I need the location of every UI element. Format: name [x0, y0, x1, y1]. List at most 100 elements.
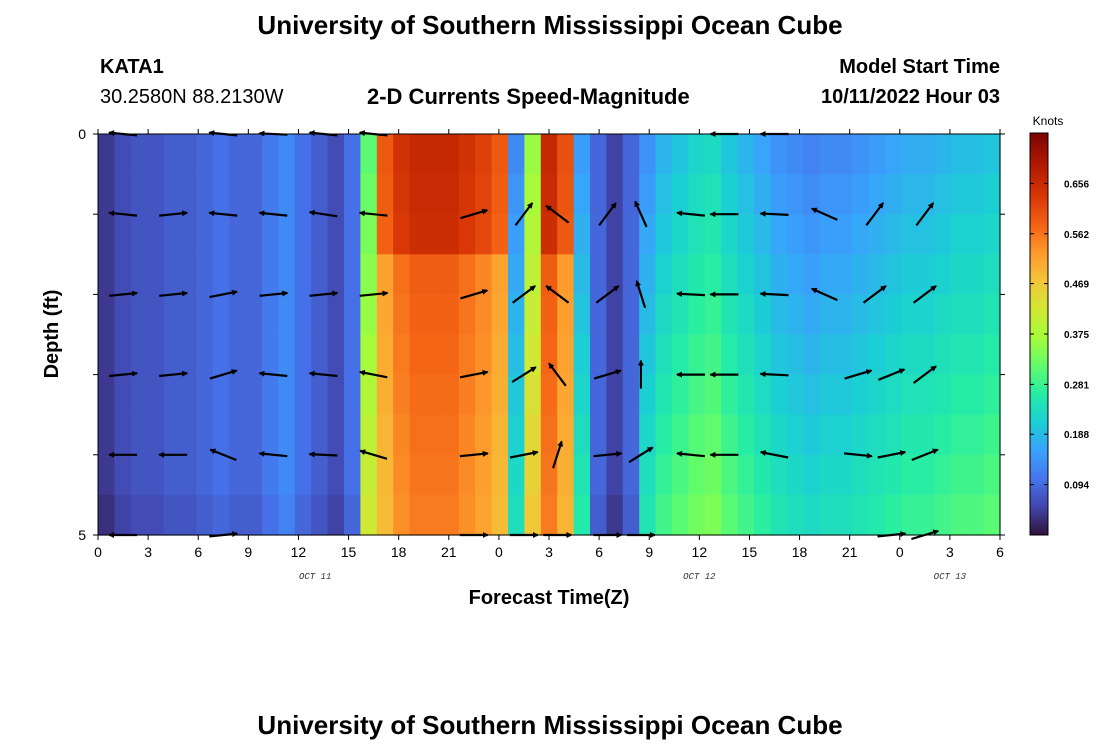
heat-cell — [901, 334, 919, 376]
current-vector — [911, 448, 939, 462]
heat-cell — [229, 454, 247, 496]
colorbar-tick-label: 0.562 — [1064, 230, 1089, 241]
heat-cell — [754, 494, 771, 536]
heat-cell — [147, 294, 165, 336]
current-vector — [912, 365, 937, 384]
current-vector — [514, 202, 534, 227]
heat-cell — [983, 334, 1001, 376]
heat-cell — [770, 254, 788, 295]
current-vector — [912, 285, 937, 304]
heat-cell — [393, 494, 411, 536]
heat-cell — [606, 454, 624, 496]
current-vector — [460, 288, 489, 300]
heat-cell — [557, 494, 575, 536]
heat-cell — [327, 414, 345, 456]
current-vector — [159, 290, 189, 297]
heat-cell — [622, 454, 640, 496]
current-vector — [676, 290, 706, 297]
heat-cell — [311, 134, 329, 175]
heat-cell — [360, 334, 378, 376]
heat-cell — [180, 494, 197, 536]
heat-cell — [475, 334, 493, 376]
x-tick-label: 6 — [996, 544, 1004, 560]
date-label: OCT 13 — [934, 572, 967, 582]
heat-cell — [885, 414, 903, 456]
y-tick-label: 5 — [78, 527, 86, 543]
heat-cell — [114, 294, 132, 336]
heat-cell — [458, 254, 476, 295]
heat-cell — [212, 174, 230, 215]
heat-cell — [442, 334, 460, 376]
x-tick-label: 6 — [595, 544, 603, 560]
heat-cell — [311, 294, 329, 336]
heat-cell — [278, 174, 296, 215]
heat-cell — [721, 294, 739, 336]
heat-cell — [573, 334, 591, 376]
heat-cell — [409, 494, 427, 536]
heat-cell — [901, 134, 919, 175]
heat-cell — [606, 334, 624, 376]
heat-cell — [950, 454, 968, 496]
heat-cell — [590, 134, 607, 175]
heat-cell — [130, 134, 148, 175]
heat-cell — [393, 174, 411, 215]
heat-cell — [852, 334, 870, 376]
y-axis: 05 — [78, 126, 1005, 543]
heat-cell — [540, 134, 558, 175]
heat-cell — [114, 174, 132, 215]
heat-cell — [967, 334, 985, 376]
heat-cell — [360, 454, 378, 496]
heat-cell — [803, 494, 821, 536]
chart-subtitle: 2-D Currents Speed-Magnitude — [367, 84, 690, 109]
heat-cell — [344, 294, 361, 336]
heat-cell — [196, 294, 214, 336]
heat-cell — [688, 254, 706, 295]
heat-cell — [98, 334, 115, 376]
heat-cell — [622, 294, 640, 336]
heat-cell — [294, 374, 312, 416]
x-tick-label: 21 — [441, 544, 457, 560]
heat-cell — [885, 374, 903, 416]
heat-cell — [294, 294, 312, 336]
date-labels: OCT 11 OCT 12 OCT 13 — [299, 572, 967, 582]
heat-cell — [655, 414, 673, 456]
heat-cell — [950, 494, 968, 536]
heat-cell — [278, 454, 296, 496]
heat-cell — [803, 214, 821, 255]
heat-cell — [901, 494, 919, 536]
heat-cell — [409, 334, 427, 376]
heat-cell — [475, 494, 493, 536]
heat-cell — [540, 494, 558, 536]
heat-cell — [491, 494, 509, 536]
heat-cell — [278, 294, 296, 336]
heat-cell — [901, 174, 919, 215]
heat-cell — [508, 214, 525, 255]
heat-cell — [885, 294, 903, 336]
heat-cell — [950, 294, 968, 336]
heat-cell — [442, 374, 460, 416]
heat-cell — [130, 374, 148, 416]
heat-cell — [983, 494, 1001, 536]
heat-cell — [376, 294, 394, 336]
heat-cell — [557, 174, 575, 215]
heat-cell — [376, 174, 394, 215]
heat-cell — [672, 414, 689, 456]
y-tick-label: 0 — [78, 126, 86, 142]
heat-cell — [393, 254, 411, 295]
heat-cell — [262, 414, 279, 456]
heat-cell — [278, 414, 296, 456]
heat-cell — [524, 494, 542, 536]
heat-cell — [147, 374, 165, 416]
heat-cell — [803, 254, 821, 295]
current-vector — [108, 290, 138, 297]
heat-cell — [147, 174, 165, 215]
current-vector — [759, 371, 789, 378]
heat-cell — [688, 414, 706, 456]
heat-cell — [163, 374, 181, 416]
heat-cell — [557, 334, 575, 376]
heat-cell — [212, 374, 230, 416]
heat-cell — [786, 254, 804, 295]
heat-cell — [163, 294, 181, 336]
heat-cell — [114, 494, 132, 536]
heat-cell — [852, 214, 870, 255]
